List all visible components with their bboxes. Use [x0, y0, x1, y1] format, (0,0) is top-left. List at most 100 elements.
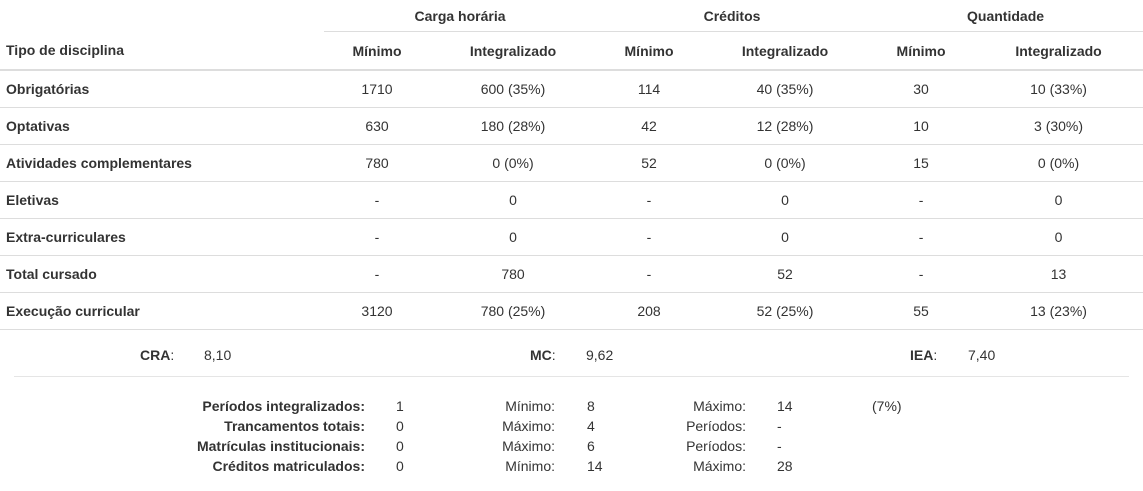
table-cell: -	[868, 255, 975, 293]
table-cell: -	[596, 181, 703, 219]
table-cell: 780	[324, 144, 430, 182]
table-cell: 3 (30%)	[974, 107, 1143, 145]
row-label: Atividades complementares	[0, 144, 324, 182]
table-cell: 1710	[324, 70, 430, 108]
row-label: Execução curricular	[0, 292, 324, 330]
table-cell: 10 (33%)	[974, 70, 1143, 108]
index-value: 9,62	[586, 347, 614, 363]
table-cell: -	[868, 181, 975, 219]
detail-value: 0	[396, 458, 404, 474]
detail-sub-label: Máximo:	[693, 458, 746, 474]
index-label: MC	[530, 347, 552, 363]
group-header-carga-horaria: Carga horária	[324, 0, 597, 32]
table-cell: -	[324, 218, 430, 256]
index-cra: CRA: 8,10	[140, 347, 232, 363]
column-header: Integralizado	[974, 31, 1143, 71]
detail-label: Períodos integralizados:	[202, 398, 365, 414]
index-iea: IEA: 7,40	[910, 347, 996, 363]
row-label: Eletivas	[0, 181, 324, 219]
table-cell: -	[324, 181, 430, 219]
curriculum-summary-table: Carga horária Créditos Quantidade Tipo d…	[0, 0, 1143, 330]
table-cell: 0 (0%)	[430, 144, 597, 182]
index-label: CRA	[140, 347, 171, 363]
table-cell: -	[596, 255, 703, 293]
detail-row: Períodos integralizados: 1 Mínimo: 8 Máximo:…	[0, 398, 1143, 418]
detail-sub-value: 28	[777, 458, 793, 474]
table-cell: 10	[868, 107, 975, 145]
table-row: Optativas 630 180 (28%) 42 12 (28%) 10 3 (30%)	[0, 107, 1143, 145]
detail-sub-label: Mínimo:	[505, 398, 555, 414]
table-cell: 0	[430, 218, 597, 256]
table-cell: 30	[868, 70, 975, 108]
detail-extra: (7%)	[872, 398, 902, 414]
detail-label: Créditos matriculados:	[212, 458, 366, 474]
detail-sub-value: -	[777, 418, 782, 434]
detail-row: Matrículas institucionais: 0 Máximo: 6 Perío…	[0, 438, 1143, 458]
detail-value: 0	[396, 418, 404, 434]
column-header: Integralizado	[430, 31, 597, 71]
table-row: Atividades complementares 780 0 (0%) 52 0 (0…	[0, 144, 1143, 182]
detail-sub-value: 6	[587, 438, 595, 454]
column-header-tipo: Tipo de disciplina	[0, 31, 324, 71]
column-header: Mínimo	[596, 31, 703, 71]
table-cell: 40 (35%)	[702, 70, 869, 108]
detail-sub-label: Máximo:	[502, 438, 555, 454]
detail-sub-label: Máximo:	[693, 398, 746, 414]
table-cell: 780 (25%)	[430, 292, 597, 330]
row-label: Optativas	[0, 107, 324, 145]
detail-sub-value: 14	[587, 458, 603, 474]
table-cell: 780	[430, 255, 597, 293]
table-cell: 114	[596, 70, 703, 108]
table-cell: -	[868, 218, 975, 256]
detail-value: 1	[396, 398, 404, 414]
row-label: Total cursado	[0, 255, 324, 293]
detail-sub-label: Períodos:	[686, 418, 746, 434]
detail-label: Trancamentos totais:	[224, 418, 365, 434]
table-cell: 52	[596, 144, 703, 182]
detail-sub-label: Períodos:	[686, 438, 746, 454]
detail-sub-label: Máximo:	[502, 418, 555, 434]
table-cell: 600 (35%)	[430, 70, 597, 108]
detail-row: Créditos matriculados: 0 Mínimo: 14 Máximo: 2…	[0, 458, 1143, 478]
table-row: Extra-curriculares -0-0-0	[0, 218, 1143, 256]
detail-sub-value: 14	[777, 398, 793, 414]
column-header: Mínimo	[868, 31, 975, 71]
table-cell: 55	[868, 292, 975, 330]
row-label: Extra-curriculares	[0, 218, 324, 256]
table-cell: 13 (23%)	[974, 292, 1143, 330]
table-cell: 0	[974, 181, 1143, 219]
group-header-quantidade: Quantidade	[868, 0, 1143, 32]
table-cell: -	[324, 255, 430, 293]
table-cell: 52 (25%)	[702, 292, 869, 330]
table-cell: 630	[324, 107, 430, 145]
enrollment-details: Períodos integralizados: 1 Mínimo: 8 Máximo:…	[0, 377, 1143, 477]
sub-header-row: Tipo de disciplina Mínimo Integralizado …	[0, 31, 1143, 71]
table-cell: 0 (0%)	[974, 144, 1143, 182]
group-header-blank	[0, 0, 324, 32]
table-row: Eletivas -0-0-0	[0, 181, 1143, 219]
index-label: IEA	[910, 347, 934, 363]
table-body: Obrigatórias 1710 600 (35%) 114 40 (35%) 30 10…	[0, 70, 1143, 330]
indices-bar: CRA: 8,10 MC: 9,62 IEA: 7,40	[14, 330, 1129, 377]
detail-value: 0	[396, 438, 404, 454]
table-cell: 0	[974, 218, 1143, 256]
detail-sub-value: -	[777, 438, 782, 454]
table-cell: -	[596, 218, 703, 256]
table-row: Total cursado -780-52-13	[0, 255, 1143, 293]
table-cell: 3120	[324, 292, 430, 330]
detail-label: Matrículas institucionais:	[196, 438, 365, 454]
table-cell: 13	[974, 255, 1143, 293]
table-cell: 0	[702, 218, 869, 256]
table-cell: 52	[702, 255, 869, 293]
column-header: Mínimo	[324, 31, 430, 71]
table-cell: 12 (28%)	[702, 107, 869, 145]
group-header-creditos: Créditos	[596, 0, 869, 32]
detail-row: Trancamentos totais: 0 Máximo: 4 Períodos: -	[0, 418, 1143, 438]
table-cell: 42	[596, 107, 703, 145]
table-cell: 15	[868, 144, 975, 182]
detail-sub-label: Mínimo:	[505, 458, 555, 474]
table-cell: 180 (28%)	[430, 107, 597, 145]
index-mc: MC: 9,62	[530, 347, 614, 363]
index-value: 7,40	[968, 347, 996, 363]
table-cell: 0 (0%)	[702, 144, 869, 182]
